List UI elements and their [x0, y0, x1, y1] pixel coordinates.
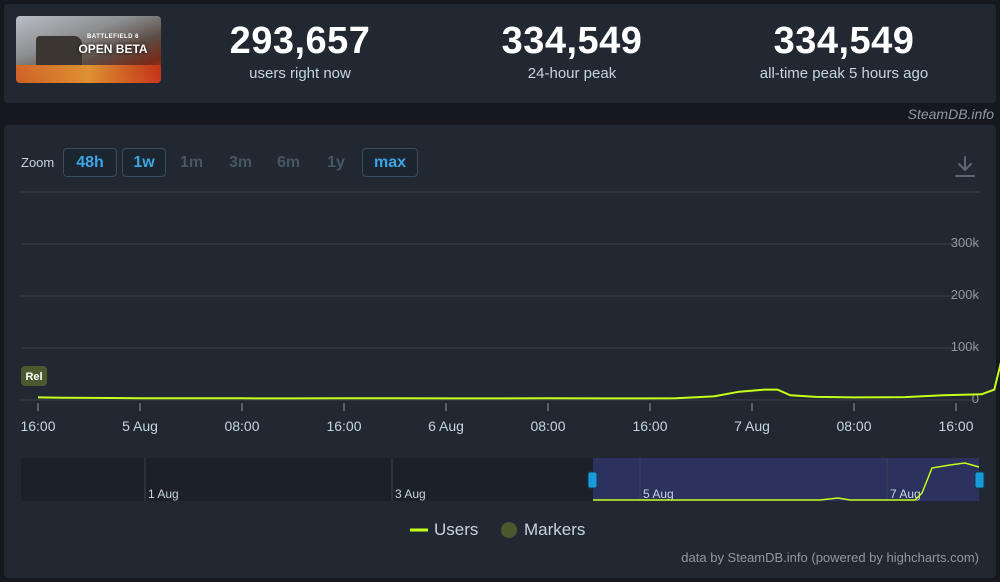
- stat-all-time-peak: 334,549 all-time peak 5 hours ago: [734, 20, 954, 84]
- download-icon[interactable]: [954, 155, 976, 179]
- stat-current-users: 293,657 users right now: [190, 20, 410, 84]
- highcharts-credit[interactable]: data by SteamDB.info (powered by highcha…: [681, 550, 979, 565]
- vehicle-image: [36, 36, 82, 66]
- stat-24h-peak: 334,549 24-hour peak: [462, 20, 682, 84]
- game-logo-small: BATTLEFIELD 6: [86, 34, 140, 40]
- game-thumbnail[interactable]: BATTLEFIELD 6 OPEN BETA: [16, 16, 161, 83]
- legend-label: Markers: [524, 520, 586, 539]
- zoom-button-1m[interactable]: 1m: [180, 154, 204, 171]
- zoom-button-3m[interactable]: 3m: [229, 154, 253, 171]
- zoom-label: Zoom: [21, 155, 55, 170]
- zoom-button-1w[interactable]: 1w: [122, 148, 166, 177]
- zoom-button-48h[interactable]: 48h: [63, 148, 117, 177]
- zoom-button-6m[interactable]: 6m: [277, 154, 301, 171]
- stats-bar: [4, 4, 996, 103]
- fire-image: [16, 65, 161, 83]
- steamdb-credit[interactable]: SteamDB.info: [907, 106, 994, 122]
- stat-value: 334,549: [773, 20, 915, 62]
- legend-item-users[interactable]: Users: [410, 520, 478, 540]
- stat-label: users right now: [249, 65, 351, 82]
- zoom-button-max[interactable]: max: [362, 148, 418, 177]
- legend-circle-icon: [501, 522, 517, 538]
- chart-panel: [4, 125, 996, 578]
- stat-value: 293,657: [229, 20, 371, 62]
- legend-item-markers[interactable]: Markers: [500, 520, 585, 540]
- stat-label: 24-hour peak: [527, 65, 617, 82]
- stat-label: all-time peak 5 hours ago: [759, 65, 929, 82]
- game-logo-big: OPEN BETA: [78, 42, 148, 56]
- stat-value: 334,549: [501, 20, 643, 62]
- legend-label: Users: [434, 520, 479, 539]
- game-logo: BATTLEFIELD 6 OPEN BETA: [68, 34, 158, 55]
- legend-line-icon: [410, 528, 428, 532]
- zoom-button-1y[interactable]: 1y: [327, 154, 345, 171]
